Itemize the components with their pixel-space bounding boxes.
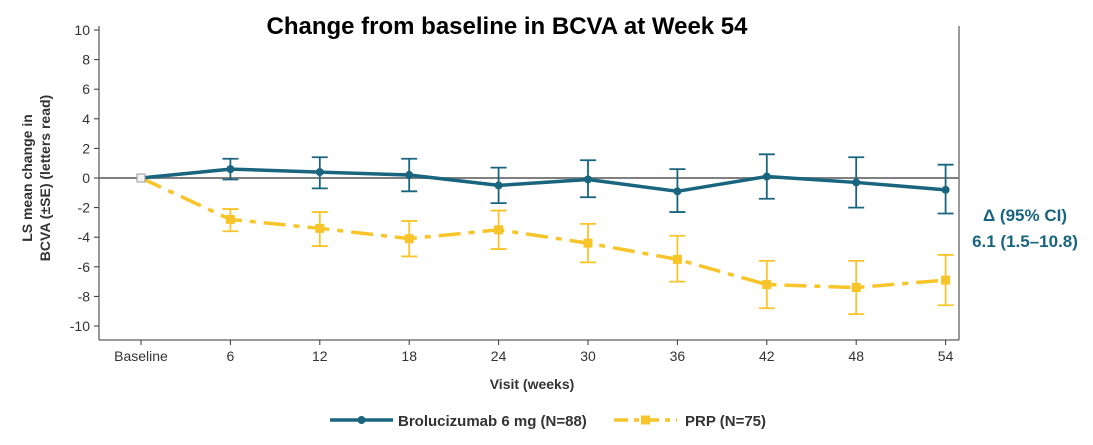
- y-tick-label: -2: [78, 200, 91, 216]
- data-point: [584, 175, 592, 184]
- y-tick-label: -4: [78, 229, 91, 245]
- data-point: [494, 225, 504, 235]
- legend-marker: [641, 415, 650, 425]
- data-point: [494, 181, 503, 190]
- x-tick-label: 48: [848, 348, 864, 364]
- legend-marker: [357, 416, 366, 424]
- data-point: [315, 168, 324, 177]
- data-point: [762, 280, 772, 290]
- x-tick-label: 6: [227, 348, 235, 364]
- legend-label: Brolucizumab 6 mg (N=88): [398, 413, 587, 430]
- x-tick-label: 36: [670, 348, 686, 364]
- y-tick-label: 0: [82, 170, 90, 186]
- x-tick-label: 12: [312, 348, 328, 364]
- data-point: [941, 185, 950, 194]
- y-tick-label: 2: [82, 140, 90, 156]
- x-tick-label: 30: [580, 348, 596, 364]
- y-tick-label: 8: [82, 52, 90, 68]
- data-point: [672, 254, 682, 264]
- data-point: [225, 214, 235, 224]
- annotation-line-2: 6.1 (1.5–10.8): [972, 232, 1078, 251]
- annotation-line-1: Δ (95% CI): [983, 206, 1067, 225]
- data-point: [404, 234, 414, 244]
- y-axis-label-line-1: LS mean change in: [19, 114, 35, 242]
- x-tick-label: 42: [759, 348, 775, 364]
- data-point: [762, 172, 771, 181]
- x-tick-label: 54: [938, 348, 954, 364]
- data-point: [226, 165, 235, 174]
- y-tick-label: -8: [78, 288, 91, 304]
- legend-item-prp: PRP (N=75): [614, 413, 766, 430]
- x-tick-label: 18: [401, 348, 417, 364]
- data-point: [941, 275, 951, 285]
- series-brolucizumab: [137, 153, 954, 215]
- data-point: [405, 171, 414, 180]
- y-tick-label: 10: [74, 22, 90, 38]
- x-tick-label: Baseline: [114, 348, 168, 364]
- data-point: [852, 178, 861, 187]
- series-layer: [136, 153, 954, 316]
- chart-title: Change from baseline in BCVA at Week 54: [266, 13, 748, 40]
- data-point: [851, 283, 861, 293]
- y-tick-label: 6: [82, 81, 90, 97]
- series-line: [140, 167, 946, 194]
- baseline-point: [136, 173, 146, 183]
- series-line: [140, 176, 946, 290]
- data-point: [673, 187, 682, 196]
- series-prp: [136, 173, 954, 316]
- data-point: [583, 238, 593, 248]
- x-axis-label: Visit (weeks): [490, 376, 575, 392]
- y-axis-label-line-2: BCVA (±SE) (letters read): [37, 95, 53, 261]
- legend-label: PRP (N=75): [685, 413, 766, 430]
- y-tick-label: -6: [78, 259, 91, 275]
- legend: Brolucizumab 6 mg (N=88) PRP (N=75): [330, 413, 766, 430]
- data-point: [315, 223, 325, 233]
- y-tick-label: 4: [82, 111, 90, 127]
- x-tick-label: 24: [491, 348, 507, 364]
- y-tick-label: -10: [70, 318, 90, 334]
- legend-item-brolucizumab: Brolucizumab 6 mg (N=88): [330, 413, 587, 430]
